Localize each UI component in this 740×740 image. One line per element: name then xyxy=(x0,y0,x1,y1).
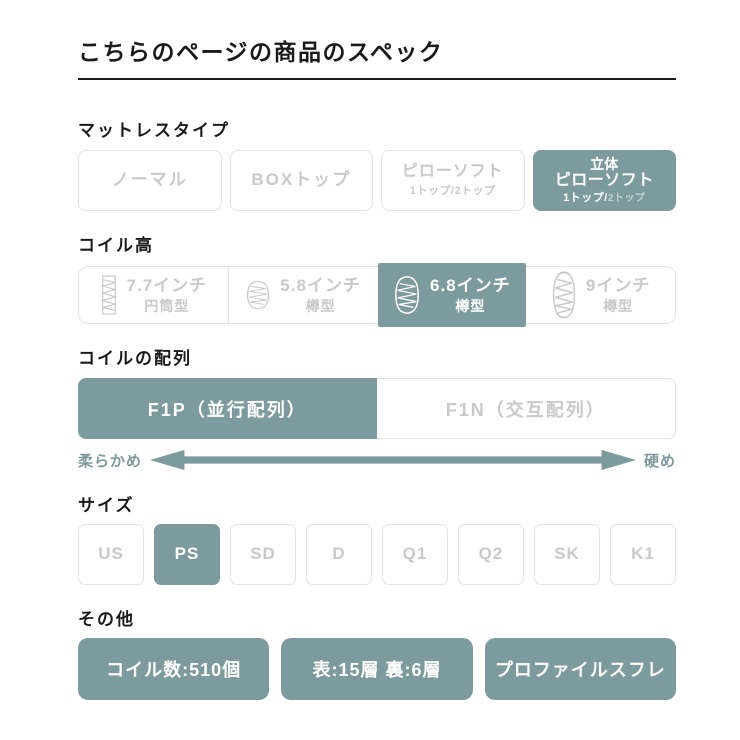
barrel-coil-icon xyxy=(551,270,577,320)
coil-inches: 6.8インチ xyxy=(430,276,511,296)
coil-arrangement-option-f1p[interactable]: F1P（並行配列） xyxy=(78,378,377,440)
size-option-sk[interactable]: SK xyxy=(534,523,600,585)
coil-arrangement-label: コイルの配列 xyxy=(78,349,192,369)
option-sublabel: 1トップ/2トップ xyxy=(409,184,496,197)
coil-shape: 円筒型 xyxy=(144,298,190,315)
coil-height-option-9-barrel[interactable]: 9インチ 樽型 xyxy=(526,267,675,323)
coil-arrangement-option-f1n[interactable]: F1N（交互配列） xyxy=(376,378,676,440)
sub-option-divider: / xyxy=(604,191,608,204)
option-label: ピローソフト xyxy=(401,163,504,181)
mattress-type-option-3d-pillow-soft[interactable]: 立体 ピローソフト 1トップ/2トップ xyxy=(532,149,676,211)
coil-height-option-5-8-barrel[interactable]: 5.8インチ 樽型 xyxy=(227,267,378,324)
size-options: US PS SD D Q1 Q2 SK K1 xyxy=(78,523,676,585)
size-option-ps[interactable]: PS xyxy=(154,523,220,585)
option-label: BOXトップ xyxy=(251,170,352,190)
layers-badge: 表:15層 裏:6層 xyxy=(281,638,473,701)
coil-inches: 7.7インチ xyxy=(126,276,208,296)
soft-end-label: 柔らかめ xyxy=(78,452,143,470)
coil-shape: 樽型 xyxy=(603,298,634,315)
coil-arrangement-options: F1P（並行配列） F1N（交互配列） xyxy=(78,378,676,440)
sub-option-active: 1トップ xyxy=(563,191,605,204)
coil-shape: 樽型 xyxy=(305,298,336,315)
coil-inches: 9インチ xyxy=(585,276,651,296)
size-option-q2[interactable]: Q2 xyxy=(458,523,524,585)
coil-height-label: コイル高 xyxy=(78,235,154,255)
firmness-scale: 柔らかめ 硬め xyxy=(78,449,676,471)
size-option-us[interactable]: US xyxy=(78,523,144,585)
option-label-line1: 立体 xyxy=(590,156,619,173)
double-arrow-icon xyxy=(150,449,636,471)
other-badges: コイル数:510個 表:15層 裏:6層 プロファイルスフレ xyxy=(78,638,676,701)
coil-height-options: 7.7インチ 円筒型 5.8インチ 樽型 xyxy=(78,263,676,328)
size-option-q1[interactable]: Q1 xyxy=(382,523,448,585)
option-label: ノーマル xyxy=(111,170,188,190)
profile-badge: プロファイルスフレ xyxy=(484,638,676,701)
coil-shape: 樽型 xyxy=(455,298,486,315)
coil-height-option-7-7-cylinder[interactable]: 7.7インチ 円筒型 xyxy=(79,267,228,323)
mattress-type-option-pillow-soft[interactable]: ピローソフト 1トップ/2トップ xyxy=(381,149,525,211)
page-title: こちらのページの商品のスペック xyxy=(78,33,676,80)
mattress-type-label: マットレスタイプ xyxy=(78,121,230,140)
other-label: その他 xyxy=(78,609,135,629)
size-label: サイズ xyxy=(78,496,135,516)
option-label-line2: ピローソフト xyxy=(554,172,654,190)
firm-end-label: 硬め xyxy=(643,452,676,470)
barrel-coil-icon xyxy=(245,280,271,310)
barrel-coil-icon xyxy=(393,275,421,315)
option-sublabel: 1トップ/2トップ xyxy=(563,192,645,205)
cylinder-coil-icon xyxy=(100,272,118,318)
coil-count-badge: コイル数:510個 xyxy=(78,638,270,701)
size-option-k1[interactable]: K1 xyxy=(610,523,676,585)
size-option-d[interactable]: D xyxy=(306,523,372,585)
coil-height-option-6-8-barrel[interactable]: 6.8インチ 樽型 xyxy=(377,263,527,328)
mattress-type-options: ノーマル BOXトップ ピローソフト 1トップ/2トップ 立体 ピローソフト 1… xyxy=(78,149,676,211)
size-option-sd[interactable]: SD xyxy=(230,523,296,585)
sub-option-inactive: 2トップ xyxy=(607,192,646,204)
mattress-type-option-normal[interactable]: ノーマル xyxy=(78,149,222,211)
mattress-type-option-box-top[interactable]: BOXトップ xyxy=(229,149,373,211)
coil-inches: 5.8インチ xyxy=(280,276,361,296)
